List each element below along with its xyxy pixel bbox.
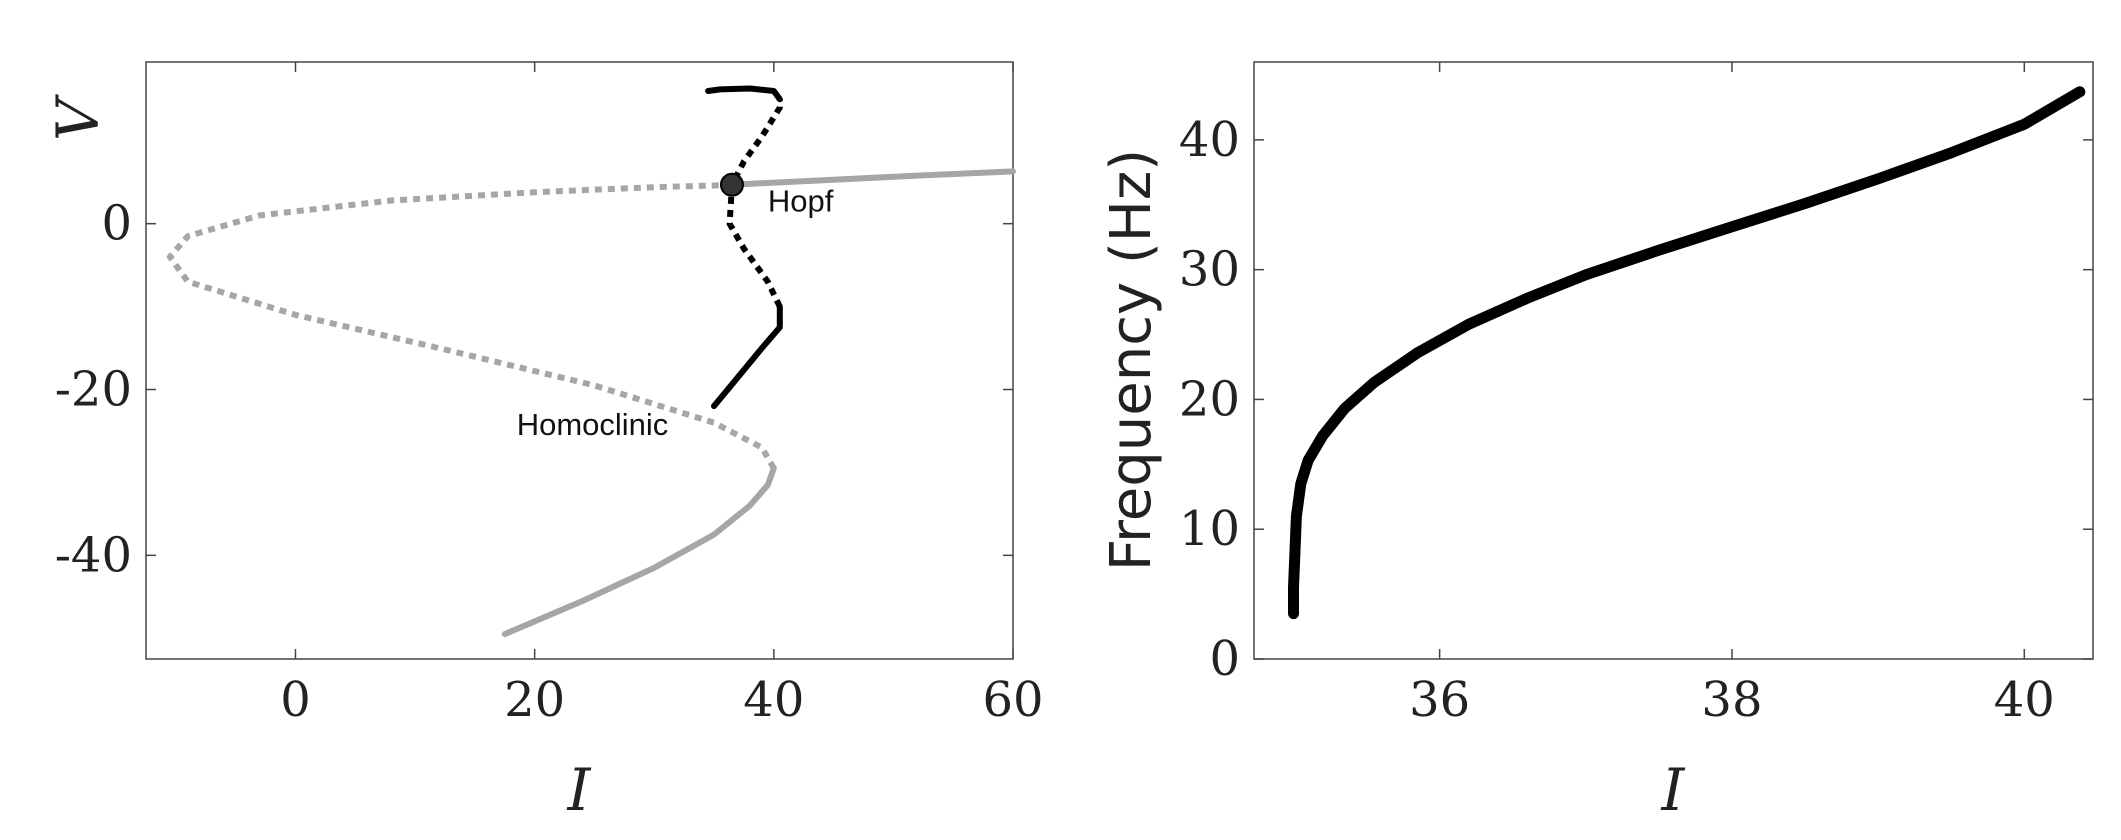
x-tick-label: 40 (743, 672, 804, 728)
bifurcation-diagram-panel: Hopf Homoclinic 0 20 40 60 -40 -20 0 I V (44, 61, 1044, 824)
y-tick-label: -40 (55, 527, 132, 583)
series-line-0 (1288, 86, 2086, 620)
x-tick-label: 20 (504, 672, 565, 728)
x-tick-label: 0 (280, 672, 311, 728)
hopf-point-marker (719, 172, 744, 197)
series-line-5 (705, 85, 783, 103)
plot-area-frame (1253, 61, 2094, 660)
x-tick-label: 38 (1701, 672, 1762, 728)
y-tick-label: 30 (1179, 242, 1240, 298)
bifurcation-annotations: Hopf Homoclinic (517, 183, 834, 442)
y-axis-ticks: 0 10 20 30 40 (1179, 112, 2093, 687)
y-tick-label: -20 (55, 362, 132, 418)
frequency-curve-panel: 36 38 40 0 10 20 30 40 I Frequency (Hz) (1099, 61, 2094, 824)
series-line-3 (711, 303, 783, 410)
annotation-hopf: Hopf (768, 183, 834, 218)
y-axis-label: V (44, 94, 112, 141)
x-tick-label: 60 (982, 672, 1043, 728)
y-axis-label: Frequency (Hz) (1099, 149, 1164, 571)
y-tick-label: 20 (1179, 371, 1240, 427)
x-axis-ticks: 36 38 40 (1409, 62, 2055, 728)
series-line-1 (166, 181, 777, 470)
frequency-curve (1288, 86, 2086, 620)
y-tick-label: 0 (101, 196, 132, 252)
bifurcation-curves (166, 85, 1016, 638)
y-tick-label: 40 (1179, 112, 1240, 168)
series-line-2 (729, 168, 1016, 188)
bifurcation-markers (719, 172, 744, 197)
series-line-0 (501, 465, 777, 638)
y-tick-label: 0 (1209, 631, 1240, 687)
y-tick-label: 10 (1179, 501, 1240, 557)
annotation-homoclinic: Homoclinic (517, 407, 669, 442)
x-axis-label: I (567, 756, 592, 824)
x-axis-ticks: 0 20 40 60 (280, 62, 1044, 728)
plot-area-frame (145, 61, 1014, 660)
x-tick-label: 40 (1994, 672, 2055, 728)
x-tick-label: 36 (1409, 672, 1470, 728)
x-axis-label: I (1661, 756, 1686, 824)
y-axis-ticks: -40 -20 0 (55, 196, 1013, 583)
